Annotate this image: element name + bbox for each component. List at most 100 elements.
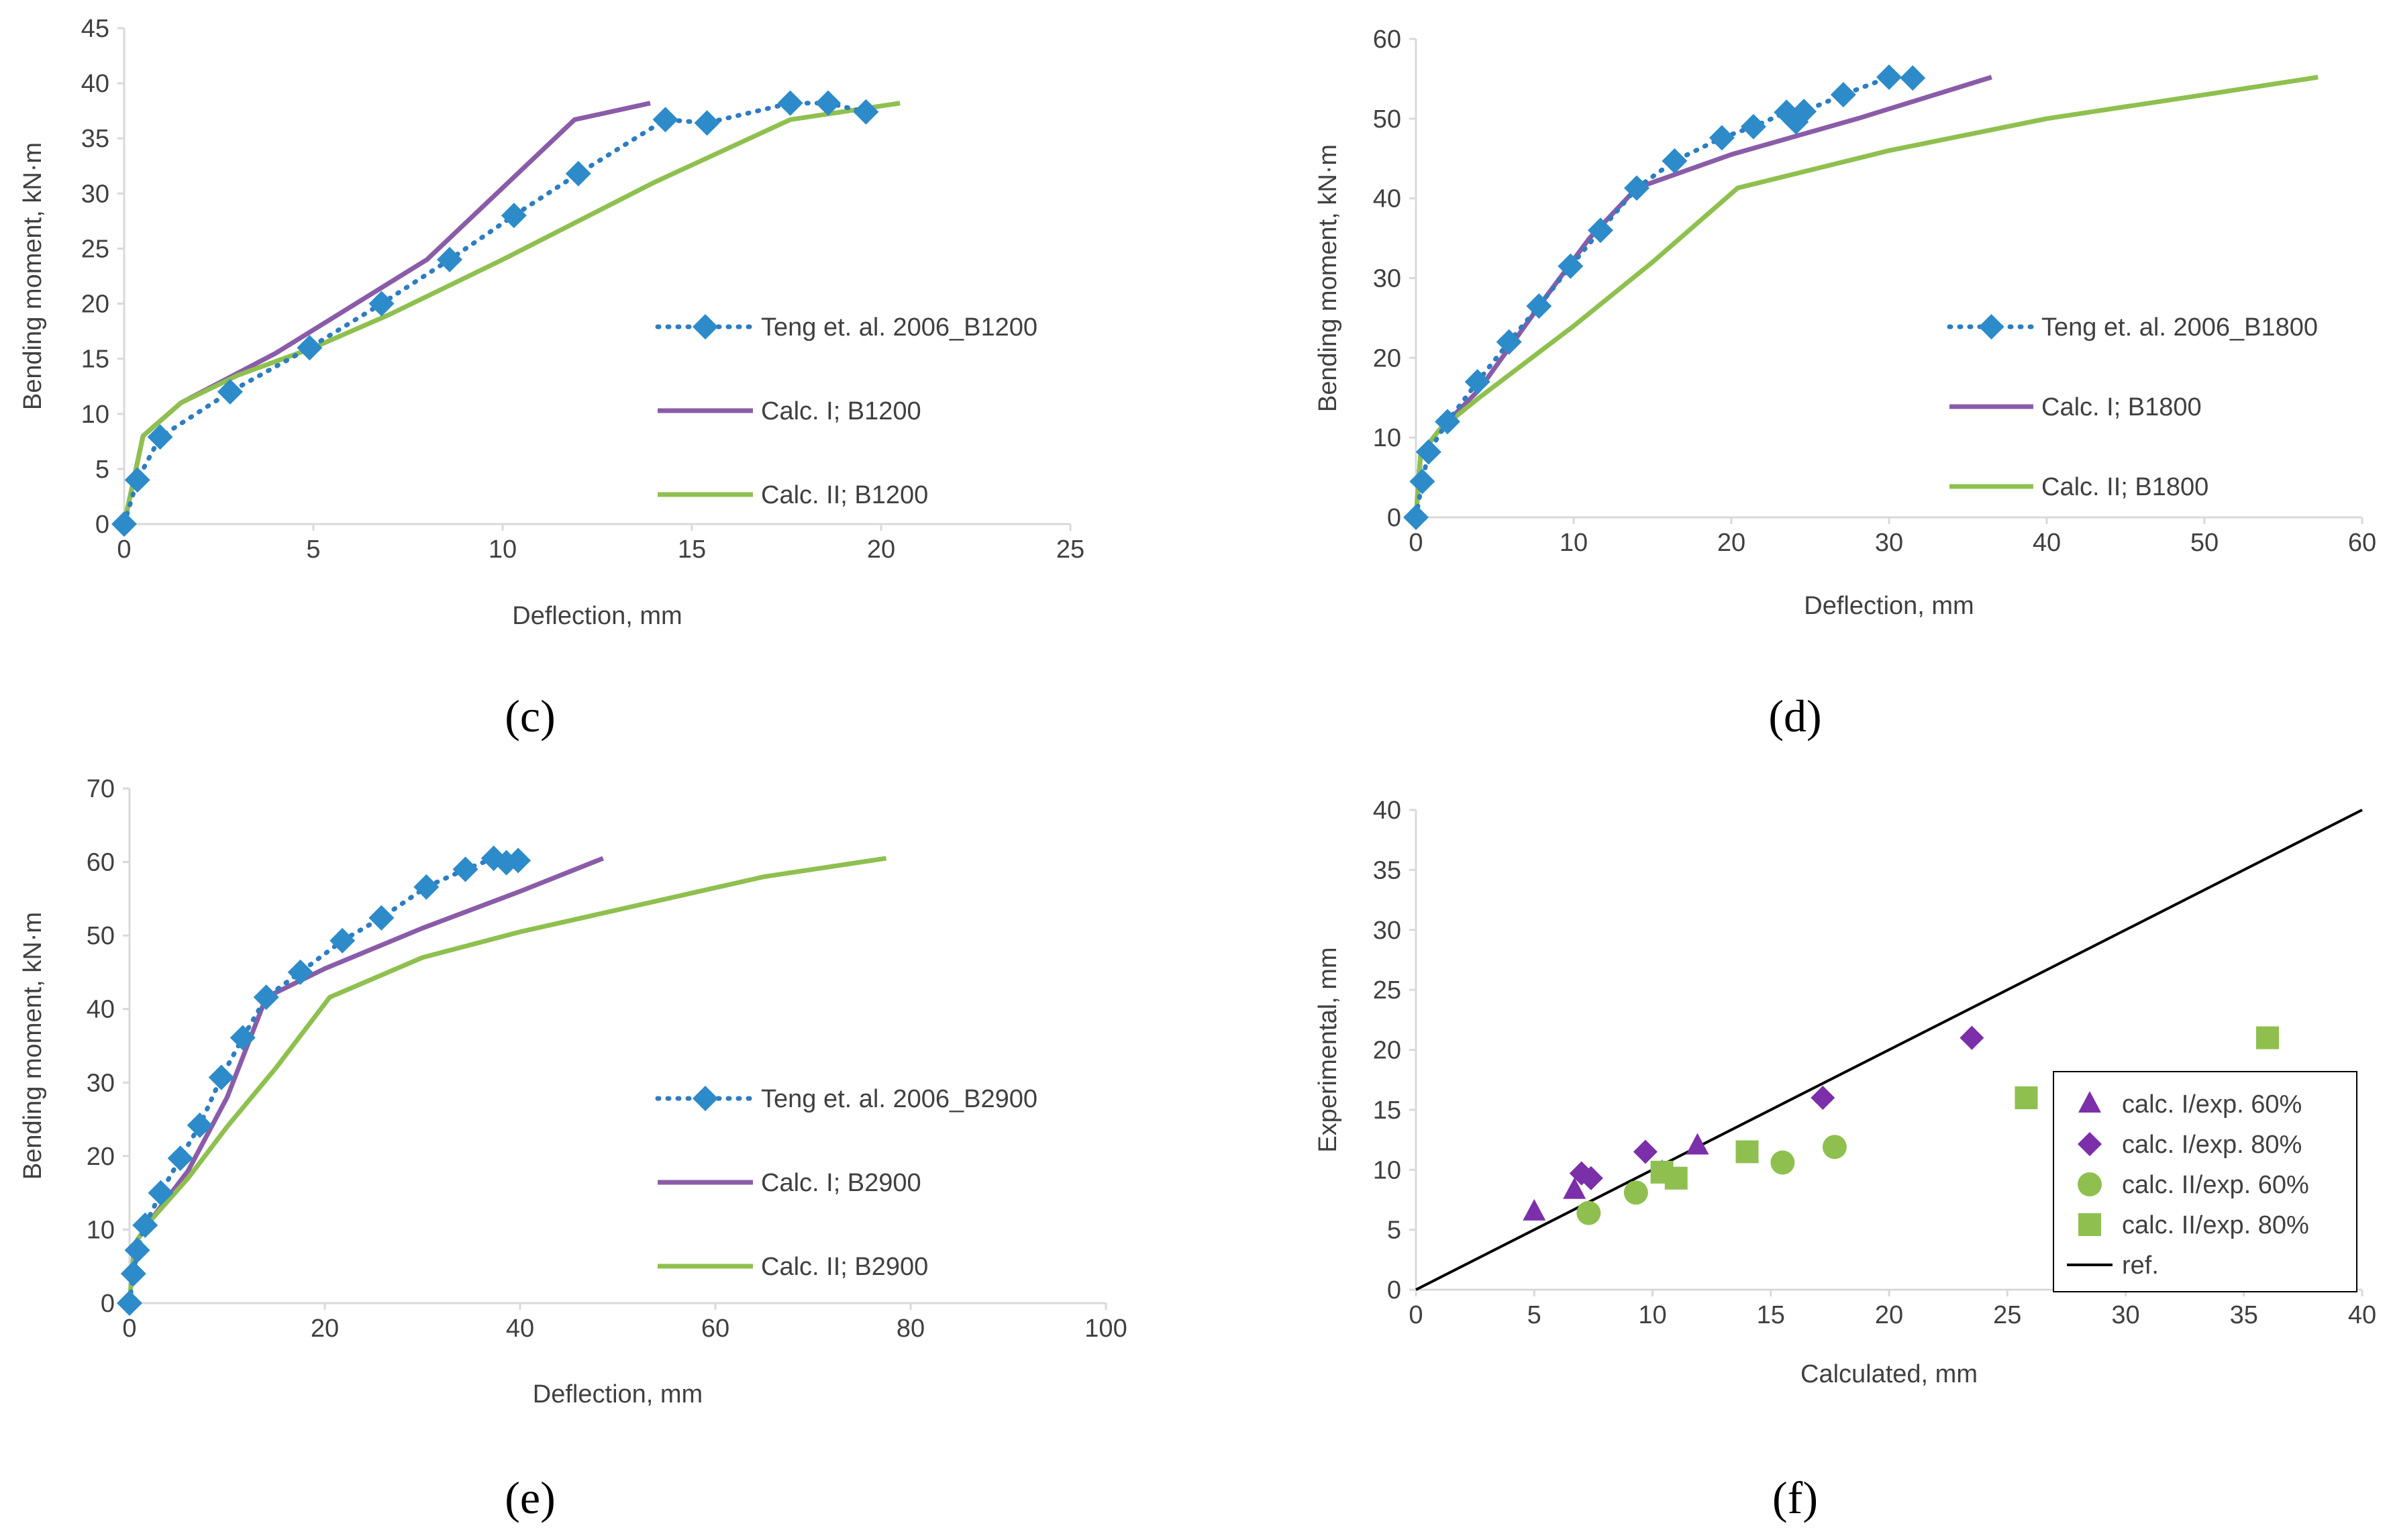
data-point-experimental — [815, 90, 842, 116]
legend-label: Calc. II; B1800 — [2041, 473, 2208, 501]
data-point-experimental — [230, 1025, 256, 1051]
y-tick-label: 30 — [87, 1069, 115, 1097]
data-point-experimental — [329, 927, 356, 954]
y-tick-label: 40 — [81, 70, 109, 98]
data-point-experimental — [413, 874, 440, 900]
series-line-calc2 — [127, 856, 887, 1304]
legend: Teng et. al. 2006_B1200 Calc. I; B1200 Cal… — [655, 313, 1037, 509]
data-point-circle — [1770, 1150, 1795, 1175]
y-tick-label: 35 — [81, 125, 109, 153]
legend-label: calc. II/exp. 80% — [2122, 1211, 2309, 1239]
chart-panel-c: 0 5 10 15 20 25 0 5 10 15 20 25 30 35 40 45 Deflection, … — [19, 15, 1084, 741]
y-tick-label: 0 — [1387, 504, 1401, 532]
series-line-experimental — [1413, 74, 1915, 520]
x-tick-label: 10 — [489, 535, 517, 564]
legend-marker-circle — [2078, 1172, 2102, 1196]
y-tick-label: 0 — [1387, 1276, 1401, 1304]
data-point-experimental — [217, 378, 243, 405]
x-tick-label: 60 — [2348, 529, 2376, 557]
data-point-experimental — [777, 90, 803, 116]
data-point-experimental — [694, 110, 720, 136]
legend-box — [2053, 1071, 2357, 1292]
data-point-experimental — [1900, 65, 1926, 91]
data-point-experimental — [124, 467, 150, 493]
data-point-experimental — [1740, 113, 1766, 140]
y-tick-label: 10 — [1373, 1156, 1401, 1184]
y-tick-label: 20 — [1373, 344, 1401, 372]
data-point-experimental — [437, 246, 463, 272]
data-point-experimental — [1709, 125, 1735, 151]
legend-marker-experimental — [1978, 314, 2004, 340]
x-tick-label: 30 — [1875, 529, 1903, 557]
x-tick-label: 10 — [1638, 1301, 1666, 1329]
data-point-experimental — [120, 1261, 146, 1287]
legend: calc. I/exp. 60% calc. I/exp. 80% calc. II… — [2053, 1071, 2357, 1292]
data-point-experimental — [1464, 368, 1490, 395]
y-tick-label: 45 — [81, 15, 109, 43]
y-tick-label: 30 — [1373, 917, 1401, 945]
data-point-square — [1735, 1140, 1759, 1164]
legend-label: Calc. II; B2900 — [761, 1253, 928, 1281]
data-point-experimental — [117, 1290, 142, 1316]
panel-label: (f) — [1772, 1472, 1818, 1523]
legend-label: Calc. II; B1200 — [761, 481, 928, 509]
data-point-square — [2256, 1026, 2279, 1049]
y-tick-label: 30 — [1373, 265, 1401, 293]
x-tick-label: 50 — [2190, 529, 2219, 557]
y-tick-label: 40 — [87, 996, 115, 1024]
legend-label: calc. I/exp. 80% — [2122, 1131, 2302, 1159]
reference-line — [1415, 809, 2363, 1291]
y-tick-label: 40 — [1373, 797, 1401, 825]
legend-label: Calc. I; B1200 — [761, 397, 921, 425]
x-tick-label: 0 — [117, 535, 131, 564]
x-tick-label: 20 — [1875, 1301, 1903, 1329]
y-tick-label: 0 — [95, 511, 109, 539]
data-point-circle — [1576, 1200, 1601, 1225]
legend-label: calc. II/exp. 60% — [2122, 1171, 2309, 1199]
y-tick-label: 25 — [81, 235, 109, 263]
y-tick-label: 50 — [1373, 105, 1401, 134]
data-point-circle — [1822, 1135, 1847, 1160]
data-point-experimental — [1624, 175, 1649, 201]
data-point-experimental — [111, 511, 137, 537]
legend: Teng et. al. 2006_B2900 Calc. I; B2900 Cal… — [655, 1085, 1037, 1281]
data-point-experimental — [652, 107, 678, 133]
legend-label: Teng et. al. 2006_B2900 — [761, 1085, 1037, 1113]
y-tick-label: 15 — [81, 346, 109, 374]
data-point-experimental — [565, 160, 591, 187]
y-tick-label: 25 — [1373, 976, 1401, 1005]
data-point-experimental — [132, 1212, 158, 1238]
y-tick-label: 60 — [1373, 25, 1401, 54]
x-tick-label: 25 — [1993, 1301, 2021, 1329]
data-point-experimental — [167, 1145, 193, 1172]
x-axis-title: Calculated, mm — [1800, 1360, 1978, 1388]
y-axis-title: Experimental, mm — [1314, 947, 1342, 1152]
legend-marker-diamond — [2078, 1132, 2102, 1156]
legend-label: Teng et. al. 2006_B1200 — [761, 313, 1037, 342]
data-point-triangle — [1523, 1198, 1546, 1221]
data-point-experimental — [187, 1112, 213, 1138]
x-tick-label: 100 — [1084, 1315, 1127, 1343]
data-point-diamond — [1811, 1086, 1835, 1110]
panel-label: (e) — [505, 1472, 555, 1523]
legend-label: ref. — [2122, 1251, 2159, 1280]
series-line-experimental — [127, 856, 521, 1306]
y-tick-label: 20 — [81, 291, 109, 319]
series-line-calc1 — [1413, 74, 1992, 518]
x-tick-label: 20 — [311, 1315, 339, 1343]
x-tick-label: 15 — [678, 535, 706, 564]
data-point-experimental — [208, 1064, 234, 1090]
x-axis-title: Deflection, mm — [533, 1380, 703, 1408]
data-point-square — [1664, 1166, 1688, 1190]
data-point-experimental — [853, 99, 879, 125]
y-tick-label: 10 — [81, 401, 109, 429]
y-tick-label: 10 — [1373, 424, 1401, 452]
data-point-experimental — [147, 424, 173, 450]
x-axis-title: Deflection, mm — [512, 602, 682, 630]
data-point-experimental — [124, 1237, 150, 1264]
x-tick-label: 80 — [897, 1315, 925, 1343]
y-axis-title: Bending moment, kN·m — [19, 912, 47, 1180]
data-point-circle — [1623, 1180, 1648, 1205]
data-point-experimental — [297, 335, 323, 361]
y-axis-title: Bending moment, kN·m — [1314, 144, 1342, 412]
